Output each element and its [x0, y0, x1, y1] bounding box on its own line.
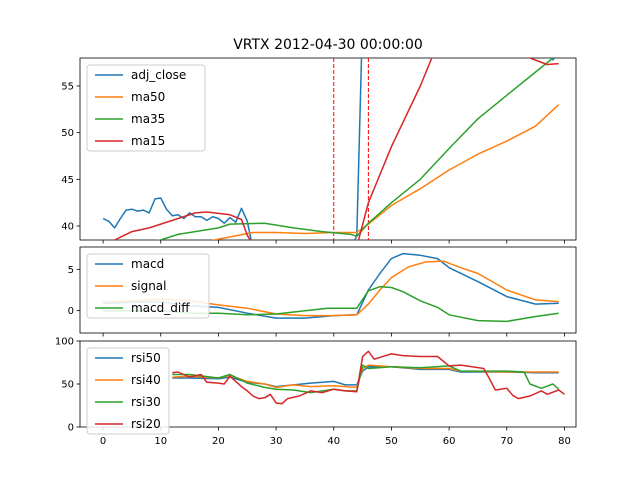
x-tick-label: 40 — [327, 436, 340, 447]
axes-frame — [79, 246, 577, 334]
legend-label: ma15 — [131, 134, 165, 148]
legend: adj_close ma50 ma35 ma15 — [86, 64, 206, 152]
y-tick-label: 55 — [61, 82, 74, 93]
legend-label: rsi30 — [131, 395, 161, 409]
y-tick-label: 50 — [61, 380, 74, 391]
x-tick-label: 60 — [443, 436, 456, 447]
series-line-ma15 — [113, 58, 559, 240]
series-line-macd_diff — [103, 285, 559, 323]
y-tick-label: 40 — [61, 222, 74, 233]
x-tick-label: 30 — [270, 436, 283, 447]
panel-2: 0 5 macd signal macd_diff — [68, 246, 577, 337]
y-tick-label: 0 — [68, 423, 74, 434]
legend-label: ma35 — [131, 112, 165, 126]
x-tick-label: 50 — [385, 436, 398, 447]
legend-box — [86, 347, 170, 435]
y-tick-label: 5 — [68, 265, 74, 276]
chart-title: VRTX 2012-04-30 00:00:00 — [233, 37, 423, 53]
legend-label: ma50 — [131, 90, 165, 104]
legend-label: rsi50 — [131, 351, 161, 365]
legend-label: rsi40 — [131, 373, 161, 387]
x-tick-label: 10 — [154, 436, 167, 447]
series-line-adj_close — [102, 58, 556, 240]
y-tick-label: 100 — [55, 337, 74, 348]
legend-label: signal — [131, 279, 167, 293]
series-line-ma35 — [155, 58, 554, 240]
legend-box — [86, 64, 206, 152]
legend: macd signal macd_diff — [86, 253, 210, 319]
legend-label: macd_diff — [131, 301, 190, 315]
y-tick-label: 50 — [61, 128, 74, 139]
series-line-rsi20 — [172, 350, 565, 405]
panel-3: 0 10 20 30 40 50 60 70 80050100rsi50rsi40rsi30rs… — [55, 337, 577, 447]
x-tick-label: 70 — [500, 436, 513, 447]
legend-label: rsi20 — [131, 417, 161, 431]
x-tick-label: 20 — [212, 436, 225, 447]
axes-frame — [79, 57, 577, 241]
legend-label: adj_close — [131, 68, 186, 82]
plot-area — [102, 58, 560, 240]
legend-label: macd — [131, 257, 164, 271]
series-line-rsi50 — [172, 366, 559, 388]
panel-1: 40 45 50 55 adj_close ma50 ma35 ma15 — [61, 57, 577, 244]
x-tick-label: 0 — [100, 436, 106, 447]
plot-area — [172, 350, 565, 405]
series-line-ma50 — [211, 104, 560, 240]
y-tick-label: 45 — [61, 175, 74, 186]
y-tick-label: 0 — [68, 306, 74, 317]
legend: rsi50 rsi40 rsi30 rsi20 — [86, 347, 170, 435]
legend-box — [86, 253, 210, 319]
x-tick-label: 80 — [558, 436, 571, 447]
